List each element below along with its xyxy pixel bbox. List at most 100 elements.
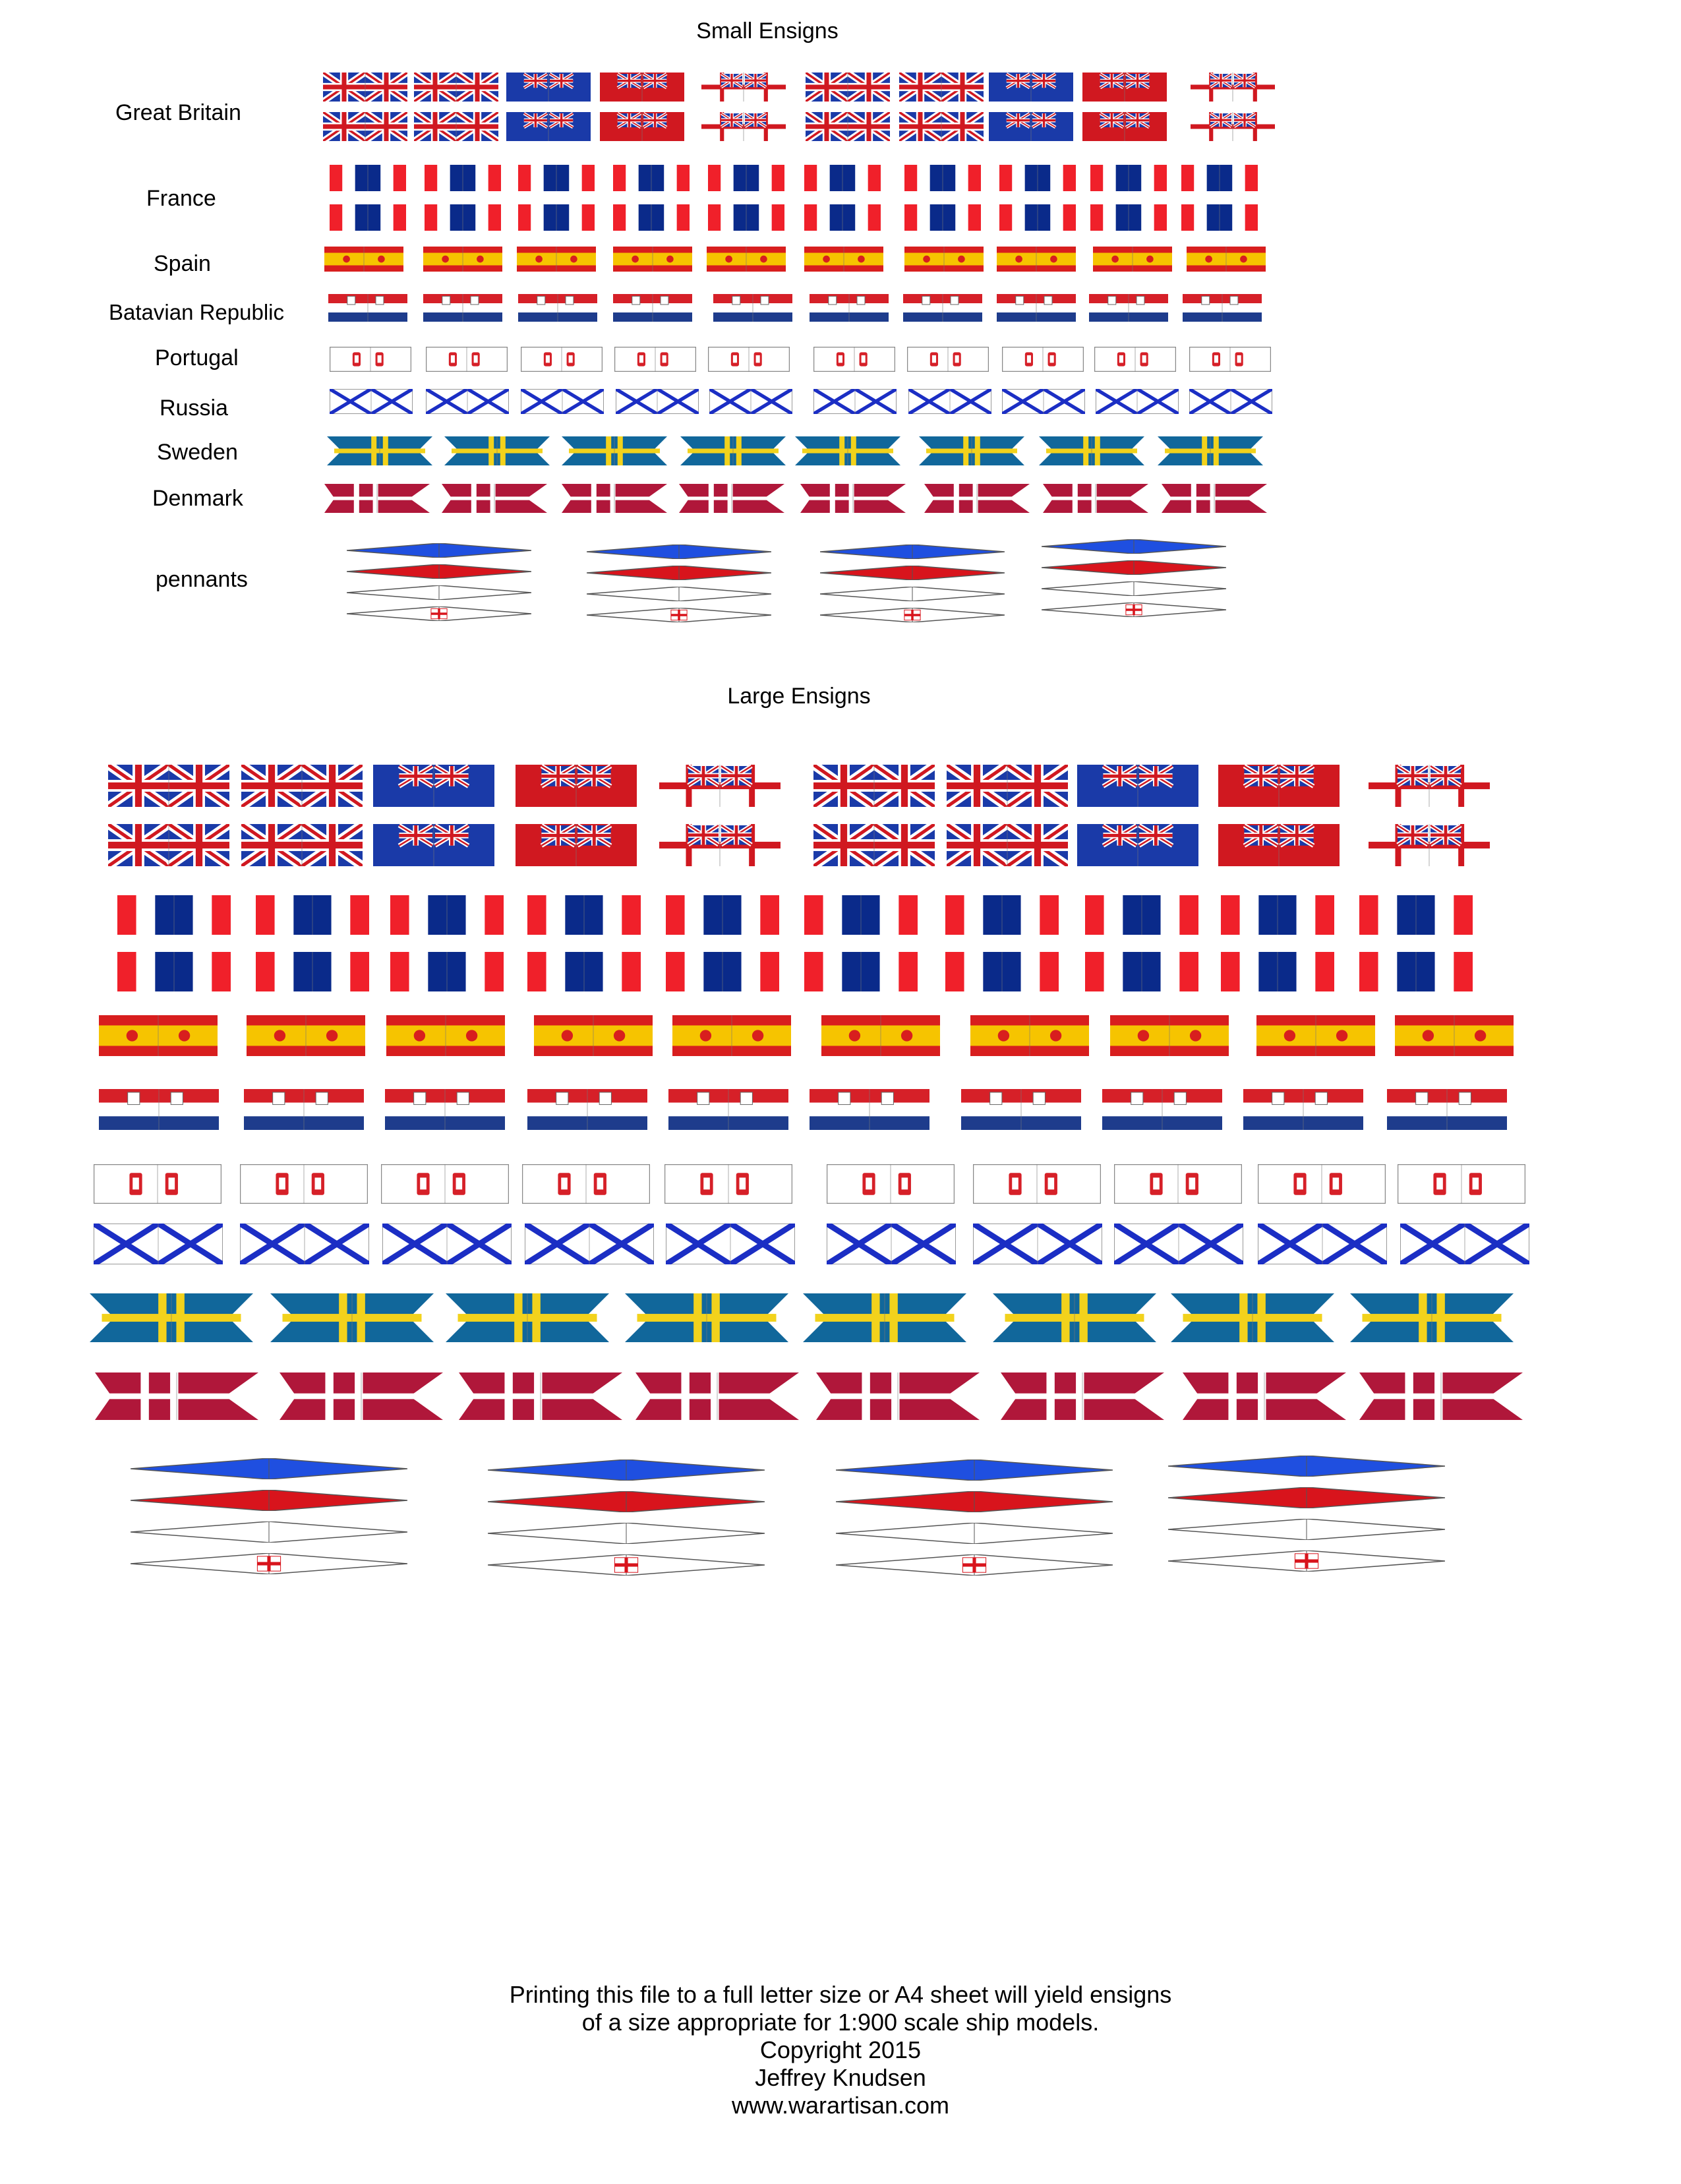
flag-spain-spain — [247, 1015, 365, 1056]
flag-gb-red-ensign — [1082, 112, 1167, 141]
flag-russia-russia — [908, 389, 991, 414]
flag-russia-russia — [240, 1224, 369, 1264]
flag-sweden-sweden — [1350, 1293, 1514, 1342]
flag-portugal-portugal — [1002, 347, 1084, 372]
label-sweden: Sweden — [157, 440, 238, 465]
flag-batavian-batavian — [810, 1089, 929, 1130]
flag-gb-union-jack — [323, 73, 407, 102]
pennant-blue-pennant — [820, 545, 1005, 559]
flag-sweden-sweden — [1039, 436, 1144, 465]
pennant-white-pennant — [1042, 581, 1226, 596]
flag-sweden-sweden — [1158, 436, 1263, 465]
flag-russia-russia — [330, 389, 413, 414]
flag-gb-union-jack — [899, 73, 984, 102]
flag-france-france — [518, 204, 595, 231]
pennant-white-pennant — [488, 1523, 765, 1544]
flag-spain-spain — [324, 247, 403, 272]
label-batavian-republic: Batavian Republic — [109, 300, 284, 324]
flag-gb-union-jack — [414, 73, 498, 102]
flag-russia-russia — [616, 389, 699, 414]
flag-spain-spain — [997, 247, 1076, 272]
flag-denmark-denmark — [562, 484, 667, 513]
flag-spain-spain — [1256, 1015, 1375, 1056]
label-great-britain: Great Britain — [115, 100, 241, 125]
flag-denmark-denmark — [1183, 1372, 1346, 1420]
flag-gb-blue-ensign — [989, 73, 1073, 102]
flag-portugal-portugal — [94, 1164, 221, 1204]
flag-spain-spain — [1093, 247, 1172, 272]
footer-note: Printing this file to a full letter size… — [379, 1981, 1302, 2119]
flag-gb-union-jack — [241, 824, 363, 866]
flag-france-france — [330, 204, 406, 231]
flag-portugal-portugal — [614, 347, 696, 372]
pennant-red-pennant — [488, 1491, 765, 1512]
flag-russia-russia — [382, 1224, 512, 1264]
flag-denmark-denmark — [95, 1372, 258, 1420]
flag-denmark-denmark — [924, 484, 1030, 513]
flag-denmark-denmark — [442, 484, 547, 513]
flag-russia-russia — [426, 389, 509, 414]
pennant-white-pennant — [587, 587, 771, 601]
flag-denmark-denmark — [1162, 484, 1267, 513]
label-france: France — [146, 186, 216, 211]
flag-portugal-portugal — [907, 347, 989, 372]
flag-denmark-denmark — [1359, 1372, 1523, 1420]
flag-spain-spain — [904, 247, 984, 272]
flag-batavian-batavian — [423, 294, 502, 322]
flag-gb-red-ensign — [600, 112, 684, 141]
flag-spain-spain — [613, 247, 692, 272]
flag-france-france — [117, 952, 231, 991]
large-ensigns-title: Large Ensigns — [727, 684, 871, 709]
flag-france-france — [1085, 952, 1198, 991]
flag-france-france — [1090, 204, 1167, 231]
flag-sweden-sweden — [90, 1293, 253, 1342]
flag-denmark-denmark — [324, 484, 430, 513]
flag-sweden-sweden — [803, 1293, 966, 1342]
flag-gb-union-jack — [806, 73, 890, 102]
flag-france-france — [999, 204, 1076, 231]
flag-france-france — [945, 952, 1059, 991]
flag-france-france — [256, 895, 369, 935]
flag-russia-russia — [1096, 389, 1179, 414]
label-pennants: pennants — [156, 567, 248, 592]
flag-gb-white-ensign — [1191, 112, 1275, 141]
flag-gb-union-jack — [414, 112, 498, 141]
flag-portugal-portugal — [813, 347, 895, 372]
pennant-st-george-pennant — [488, 1554, 765, 1576]
pennant-blue-pennant — [347, 543, 531, 558]
flag-gb-red-ensign — [516, 824, 637, 866]
flag-spain-spain — [386, 1015, 505, 1056]
flag-gb-red-ensign — [1082, 73, 1167, 102]
flag-france-france — [330, 165, 406, 191]
pennant-blue-pennant — [1042, 539, 1226, 554]
flag-spain-spain — [1395, 1015, 1514, 1056]
flag-batavian-batavian — [1387, 1089, 1507, 1130]
flag-batavian-batavian — [903, 294, 982, 322]
flag-gb-union-jack — [323, 112, 407, 141]
flag-france-france — [1181, 165, 1258, 191]
footer-line-1: Printing this file to a full letter size… — [509, 1981, 1172, 2008]
flag-russia-russia — [94, 1224, 223, 1264]
flag-france-france — [804, 204, 881, 231]
flag-france-france — [1085, 895, 1198, 935]
flag-france-france — [1359, 952, 1473, 991]
flag-denmark-denmark — [635, 1372, 799, 1420]
flag-gb-blue-ensign — [373, 765, 494, 807]
flag-spain-spain — [672, 1015, 791, 1056]
flag-batavian-batavian — [518, 294, 597, 322]
flag-sweden-sweden — [625, 1293, 788, 1342]
pennant-blue-pennant — [587, 545, 771, 559]
pennant-red-pennant — [347, 564, 531, 579]
flag-spain-spain — [1187, 247, 1266, 272]
label-denmark: Denmark — [152, 486, 243, 511]
flag-sweden-sweden — [795, 436, 900, 465]
pennant-st-george-pennant — [820, 608, 1005, 622]
flag-russia-russia — [709, 389, 792, 414]
flag-denmark-denmark — [459, 1372, 622, 1420]
flag-gb-union-jack — [108, 765, 229, 807]
flag-sweden-sweden — [680, 436, 786, 465]
label-russia: Russia — [160, 396, 228, 421]
flag-batavian-batavian — [613, 294, 692, 322]
flag-denmark-denmark — [280, 1372, 443, 1420]
flag-gb-red-ensign — [600, 73, 684, 102]
